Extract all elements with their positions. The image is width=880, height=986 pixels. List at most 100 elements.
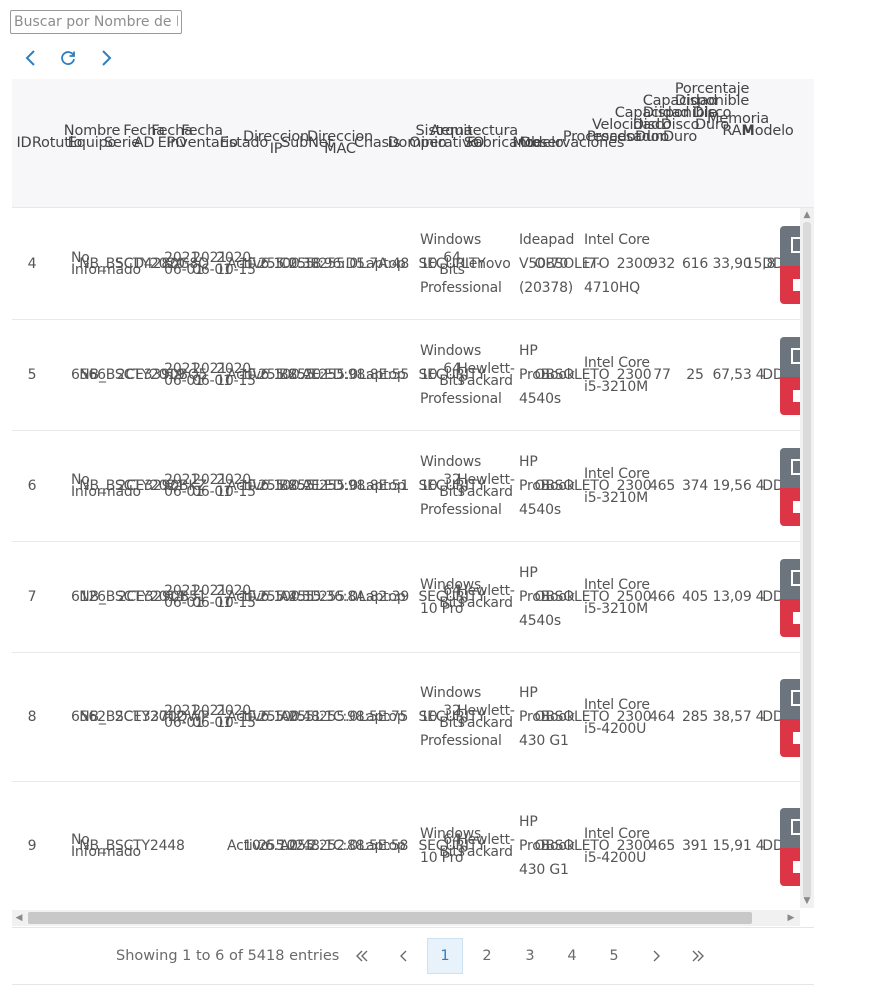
row-actions bbox=[780, 225, 800, 306]
cell-rotulo: 6126 bbox=[71, 588, 106, 605]
chevron-left-icon[interactable] bbox=[20, 47, 42, 69]
column-header[interactable]: SubNet bbox=[281, 135, 333, 151]
cell-fecha-ad: 2021-06-01 bbox=[164, 582, 204, 611]
delete-button[interactable] bbox=[780, 376, 800, 415]
scroll-left-icon[interactable]: ◀ bbox=[15, 913, 23, 923]
cell-fecha-ad: 2021-06-01 bbox=[164, 471, 204, 500]
delete-button[interactable] bbox=[780, 265, 800, 304]
cell-estado: Activo bbox=[226, 477, 270, 494]
cell-modelo: HP ProBook 430 G1 bbox=[519, 814, 575, 878]
cell-capacidad: 466 bbox=[648, 588, 676, 605]
cell-disponible: 285 bbox=[681, 708, 709, 725]
column-header[interactable]: Capacidad Disco Duro bbox=[614, 105, 690, 145]
row-actions bbox=[780, 678, 800, 759]
edit-button[interactable] bbox=[780, 447, 800, 488]
scroll-up-icon[interactable]: ▲ bbox=[803, 210, 811, 220]
cell-disponible: 374 bbox=[681, 477, 709, 494]
cell-disponible: 616 bbox=[681, 255, 709, 272]
cell-procesador: Intel Core i5-4200U bbox=[584, 696, 650, 737]
column-header[interactable]: Velocidad Procesador bbox=[586, 117, 666, 145]
delete-button[interactable] bbox=[780, 598, 800, 637]
column-header[interactable]: Dominio bbox=[387, 135, 447, 151]
cell-chasis: Laptop bbox=[358, 838, 406, 854]
column-header[interactable]: Arquitectura SO bbox=[430, 123, 518, 151]
column-header[interactable]: Capacidad Disponible Disco Duro bbox=[642, 93, 718, 145]
trash-icon bbox=[793, 500, 800, 513]
delete-button[interactable] bbox=[780, 718, 800, 757]
vertical-scroll-thumb[interactable] bbox=[803, 222, 811, 898]
page-5-button[interactable]: 5 bbox=[609, 948, 619, 964]
column-header[interactable]: Direccion IP bbox=[243, 129, 309, 157]
cell-so: Windows 10 Pro bbox=[420, 576, 482, 617]
column-header[interactable]: Modelo bbox=[742, 123, 794, 139]
edit-button[interactable] bbox=[780, 225, 800, 266]
cell-rotulo: 6562 bbox=[71, 708, 106, 725]
horizontal-scrollbar[interactable]: ◀ ▶ bbox=[12, 910, 800, 926]
cell-fecha-epo: 2021-06-01 bbox=[192, 360, 232, 389]
vertical-scrollbar[interactable]: ▲ ▼ bbox=[800, 208, 814, 908]
cell-fecha-ad: 2021-06-01 bbox=[164, 360, 204, 389]
last-page-icon[interactable] bbox=[680, 938, 716, 974]
delete-button[interactable] bbox=[780, 487, 800, 526]
column-header[interactable]: Nombre Equipo bbox=[63, 123, 121, 151]
page-3-button[interactable]: 3 bbox=[525, 948, 535, 964]
column-header[interactable]: Memoria RAM bbox=[707, 111, 769, 139]
table-row[interactable]: 6 No Informado NB_BSCTY2021 2CE3290BKZ 2021-… bbox=[12, 430, 800, 542]
column-header[interactable]: Rotutlo bbox=[31, 135, 83, 151]
table-row[interactable]: 7 6126 NB_BSCTY2013 2CE3290B51 2021-06-01 202… bbox=[12, 541, 800, 653]
column-header[interactable]: ID bbox=[16, 135, 32, 151]
scroll-down-icon[interactable]: ▼ bbox=[803, 896, 811, 906]
delete-button[interactable] bbox=[780, 848, 800, 886]
cell-so: Windows 10 Professional bbox=[420, 684, 502, 749]
edit-button[interactable] bbox=[780, 808, 800, 848]
column-header[interactable]: Direccion MAC bbox=[307, 129, 373, 157]
search-input[interactable] bbox=[10, 10, 182, 34]
column-header[interactable]: Sistema Operativo bbox=[409, 123, 479, 151]
table-row[interactable]: 9 No Informado NB_BSCTY2448 Activo 10.6.102.… bbox=[12, 781, 800, 908]
edit-button[interactable] bbox=[780, 336, 800, 377]
edit-icon bbox=[791, 569, 800, 586]
table-row[interactable]: 5 6566 NB_BSCTY2019 2CE3390BQ5 2021-06-01 202… bbox=[12, 319, 800, 431]
cell-arquitectura: 32 Bits bbox=[439, 471, 465, 500]
table-row[interactable]: 8 6562 NB_BSCTY2012 2CE3370QWP 2021-06-01 202… bbox=[12, 652, 800, 782]
column-header[interactable]: Fecha Inventario bbox=[166, 123, 238, 151]
column-header[interactable]: Estado bbox=[219, 135, 269, 151]
edit-button[interactable] bbox=[780, 558, 800, 599]
column-header[interactable]: Modelo bbox=[512, 135, 564, 151]
column-header[interactable]: Serie bbox=[103, 135, 141, 151]
next-page-icon[interactable] bbox=[638, 938, 674, 974]
table-row[interactable]: 4 No Informado NB_BSCTY2020 5CD4280G8Q 2021-… bbox=[12, 208, 800, 320]
cell-so: Windows 10 Professional bbox=[420, 342, 502, 407]
column-header[interactable]: Fabricante bbox=[467, 135, 541, 151]
column-header[interactable]: Porcentaje Disponible Disco Duro bbox=[674, 81, 750, 133]
page-2-button[interactable]: 2 bbox=[482, 948, 492, 964]
prev-page-icon[interactable] bbox=[386, 938, 422, 974]
cell-ip: 10.6.100.15 bbox=[238, 588, 322, 605]
refresh-icon[interactable] bbox=[57, 47, 79, 69]
column-header[interactable]: Fecha AD bbox=[123, 123, 165, 151]
cell-observaciones: OBSOLETO bbox=[534, 708, 610, 725]
column-header[interactable]: Procesador bbox=[562, 129, 642, 145]
cell-nombre: NB_BSCTY2013 bbox=[79, 588, 185, 605]
horizontal-scroll-thumb[interactable] bbox=[28, 912, 752, 924]
column-header[interactable]: Fecha EPO bbox=[151, 123, 193, 151]
cell-rotulo: 6566 bbox=[71, 366, 106, 383]
page-1-button[interactable]: 1 bbox=[427, 938, 463, 974]
edit-icon bbox=[791, 819, 800, 835]
row-actions bbox=[780, 336, 800, 417]
cell-id: 6 bbox=[27, 477, 37, 494]
cell-ram: 4 bbox=[755, 477, 765, 494]
column-header[interactable]: Chasis bbox=[353, 135, 401, 151]
cell-ram: 4 bbox=[755, 366, 765, 383]
cell-velocidad: 2300 bbox=[616, 838, 652, 854]
first-page-icon[interactable] bbox=[344, 938, 380, 974]
table-header: ID Rotutlo Nombre Equipo Serie Fecha AD Fecha… bbox=[12, 79, 814, 208]
chevron-right-icon[interactable] bbox=[95, 47, 117, 69]
scroll-right-icon[interactable]: ▶ bbox=[787, 913, 795, 923]
cell-fabricante: Hewlett-Packard bbox=[457, 471, 515, 500]
cell-arquitectura: 32 Bits bbox=[439, 702, 465, 731]
edit-button[interactable] bbox=[780, 678, 800, 719]
page-4-button[interactable]: 4 bbox=[567, 948, 577, 964]
cell-fabricante: Hewlett-Packard bbox=[457, 360, 515, 389]
trash-icon bbox=[793, 278, 800, 291]
